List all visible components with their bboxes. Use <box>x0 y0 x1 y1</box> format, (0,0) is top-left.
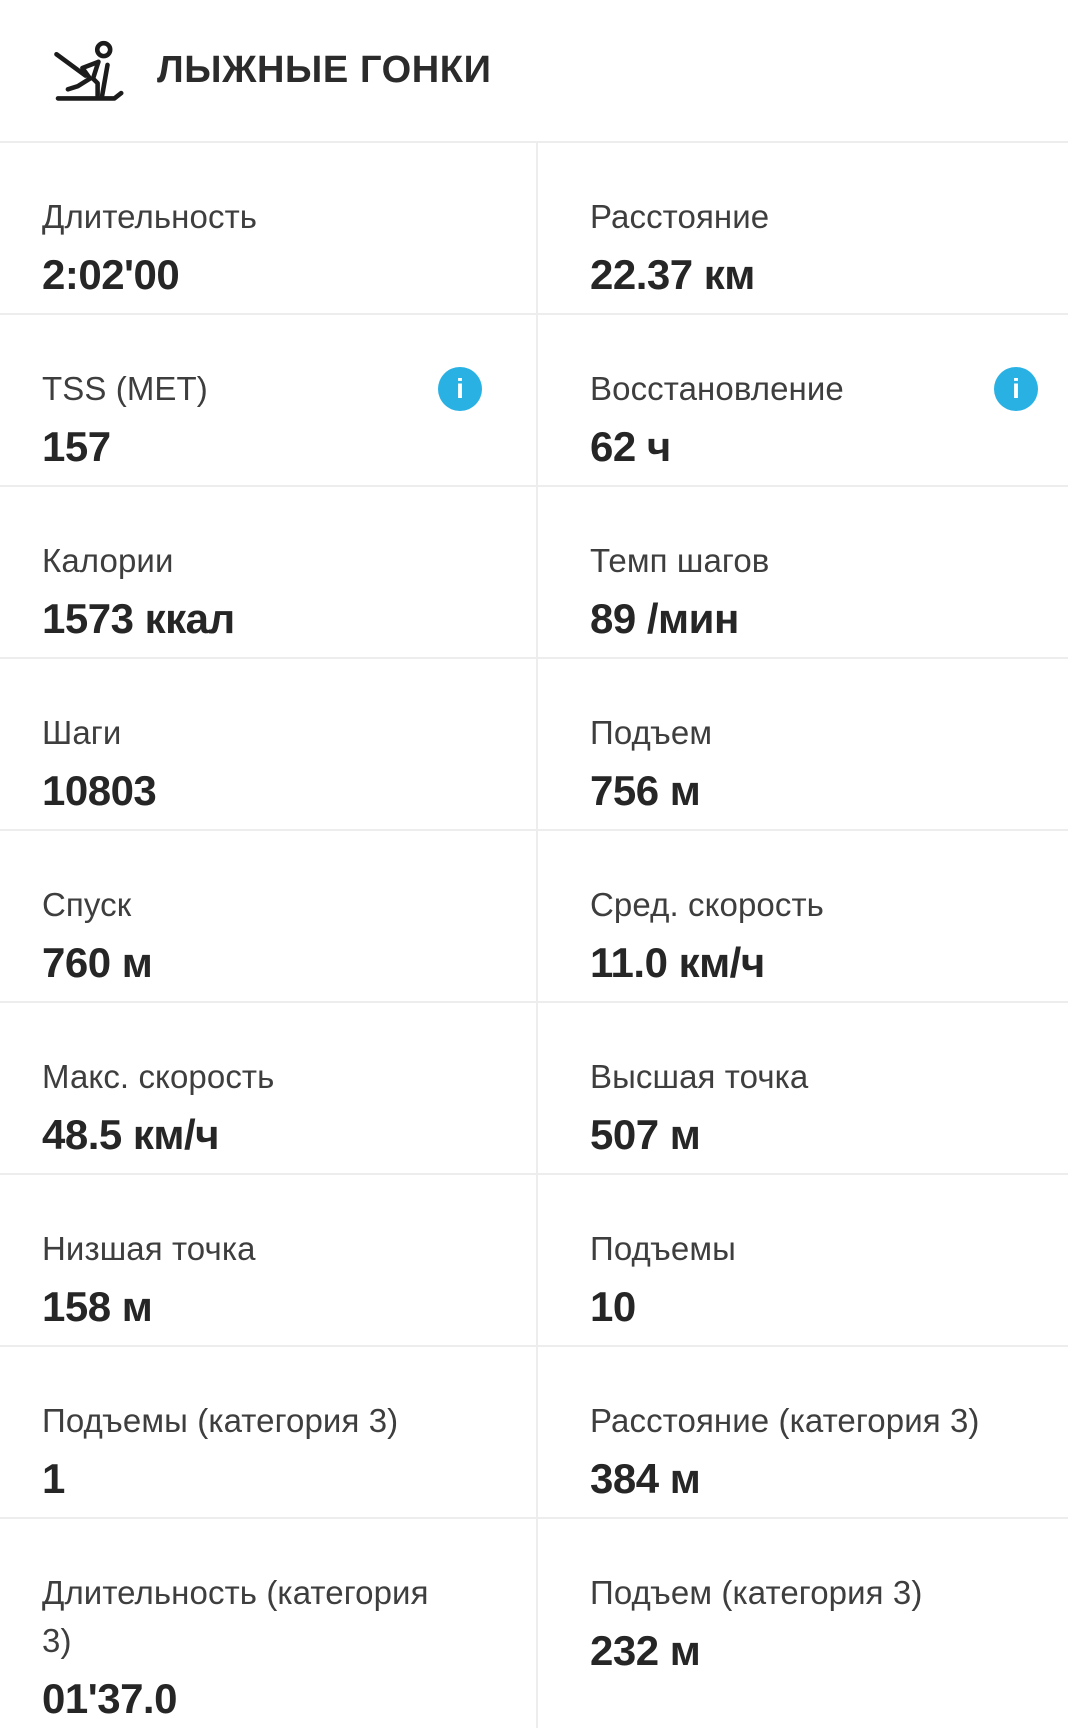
stats-row: Длительность (категория 3) 01'37.0 Подъе… <box>0 1519 1068 1728</box>
stat-label: Длительность (категория 3) <box>42 1574 429 1659</box>
stat-label: Темп шагов <box>590 542 770 579</box>
stat-label: Низшая точка <box>42 1230 256 1267</box>
stat-cell: Подъемы 10 <box>538 1175 1068 1345</box>
stat-cell: Низшая точка 158 м <box>0 1175 538 1345</box>
stat-cell: Высшая точка 507 м <box>538 1003 1068 1173</box>
stat-label: Подъем <box>590 714 713 751</box>
stat-cell: Подъем (категория 3) 232 м <box>538 1519 1068 1728</box>
stat-label: Длительность <box>42 198 258 235</box>
stat-label: Макс. скорость <box>42 1058 275 1095</box>
stat-cell: Спуск 760 м <box>0 831 538 1001</box>
stat-label: Подъем (категория 3) <box>590 1574 923 1611</box>
stats-row: Калории 1573 ккал Темп шагов 89 /мин <box>0 487 1068 659</box>
stat-cell: Восстановление i 62 ч <box>538 315 1068 485</box>
stat-value: 22.37 км <box>590 250 755 298</box>
stat-cell: Подъемы (категория 3) 1 <box>0 1347 538 1517</box>
stats-row: Макс. скорость 48.5 км/ч Высшая точка 50… <box>0 1003 1068 1175</box>
stats-row: Спуск 760 м Сред. скорость 11.0 км/ч <box>0 831 1068 1003</box>
stat-label: Восстановление <box>590 370 844 407</box>
stat-value: 2:02'00 <box>42 250 180 298</box>
stat-label: Подъемы (категория 3) <box>42 1402 399 1439</box>
stat-cell: Расстояние (категория 3) 384 м <box>538 1347 1068 1517</box>
stat-label: Сред. скорость <box>590 886 824 923</box>
stat-cell: Длительность 2:02'00 <box>0 143 538 313</box>
stat-value: 01'37.0 <box>42 1674 177 1722</box>
stat-label: Калории <box>42 542 174 579</box>
stat-label: Шаги <box>42 714 122 751</box>
stats-row: Длительность 2:02'00 Расстояние 22.37 км <box>0 143 1068 315</box>
stat-cell: Подъем 756 м <box>538 659 1068 829</box>
stats-grid: Длительность 2:02'00 Расстояние 22.37 км… <box>0 143 1068 1728</box>
stat-value: 1 <box>42 1454 65 1502</box>
stat-cell: Сред. скорость 11.0 км/ч <box>538 831 1068 1001</box>
stats-row: Низшая точка 158 м Подъемы 10 <box>0 1175 1068 1347</box>
stat-value: 10803 <box>42 766 157 814</box>
stat-label: Спуск <box>42 886 132 923</box>
stat-label: Подъемы <box>590 1230 736 1267</box>
cross-country-skier-icon <box>54 40 124 101</box>
info-icon[interactable]: i <box>994 366 1038 411</box>
stat-value: 507 м <box>590 1110 701 1158</box>
stat-cell: TSS (MET) i 157 <box>0 315 538 485</box>
stats-row: Шаги 10803 Подъем 756 м <box>0 659 1068 831</box>
stat-cell: Расстояние 22.37 км <box>538 143 1068 313</box>
stat-value: 232 м <box>590 1626 701 1674</box>
stat-value: 760 м <box>42 938 153 986</box>
stat-value: 756 м <box>590 766 701 814</box>
info-icon-glyph: i <box>456 372 464 404</box>
stat-label: Расстояние (категория 3) <box>590 1402 980 1439</box>
activity-header: ЛЫЖНЫЕ ГОНКИ <box>0 0 1068 143</box>
stat-value: 384 м <box>590 1454 701 1502</box>
stat-cell: Макс. скорость 48.5 км/ч <box>0 1003 538 1173</box>
stat-value: 1573 ккал <box>42 594 235 642</box>
stat-value: 158 м <box>42 1282 153 1330</box>
stat-label: Расстояние <box>590 198 770 235</box>
stat-cell: Шаги 10803 <box>0 659 538 829</box>
stat-label: TSS (MET) <box>42 370 208 407</box>
info-icon[interactable]: i <box>438 366 482 411</box>
page-title: ЛЫЖНЫЕ ГОНКИ <box>157 49 492 91</box>
stat-value: 89 /мин <box>590 594 739 642</box>
stats-row: Подъемы (категория 3) 1 Расстояние (кате… <box>0 1347 1068 1519</box>
stat-value: 157 <box>42 422 111 470</box>
stat-value: 62 ч <box>590 422 671 470</box>
stat-cell: Длительность (категория 3) 01'37.0 <box>0 1519 538 1728</box>
info-icon-glyph: i <box>1012 372 1020 404</box>
stats-row: TSS (MET) i 157 Восстановление i 62 ч <box>0 315 1068 487</box>
stat-label: Высшая точка <box>590 1058 809 1095</box>
stat-cell: Калории 1573 ккал <box>0 487 538 657</box>
stat-value: 10 <box>590 1282 636 1330</box>
stat-value: 48.5 км/ч <box>42 1110 220 1158</box>
stat-cell: Темп шагов 89 /мин <box>538 487 1068 657</box>
stat-value: 11.0 км/ч <box>590 938 765 986</box>
